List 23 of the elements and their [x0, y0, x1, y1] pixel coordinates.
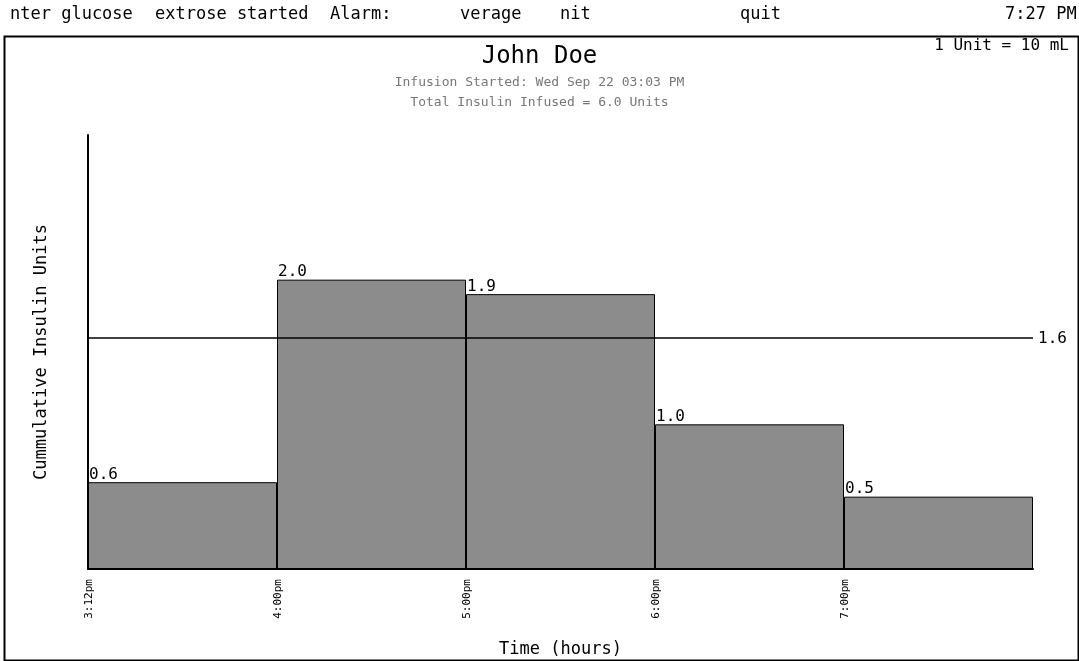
text: verage	[460, 2, 522, 23]
text: nter glucose	[10, 2, 133, 23]
x-tick-label: 3:12pm	[81, 578, 95, 619]
chart-subtitle: Infusion Started: Wed Sep 22 03:03 PM Total Insulin Infused = 6.0 Units	[394, 73, 685, 109]
x-axis-title: Time (hours)	[499, 637, 622, 658]
y-axis-title: Cummulative Insulin Units	[29, 224, 50, 480]
text: nit	[560, 2, 591, 23]
data-label: 0.5	[845, 478, 874, 498]
x-tick-label: 4:00pm	[270, 578, 284, 619]
x-tick-label: 5:00pm	[459, 578, 473, 619]
text: 1 Unit = 10 mL	[934, 34, 1069, 54]
text: Alarm:	[330, 2, 392, 23]
x-tick-label: 7:00pm	[837, 578, 851, 619]
ref-line-label: 1.6	[1038, 328, 1067, 348]
text: extrose started	[155, 2, 309, 23]
text: 7:27 PM	[1005, 2, 1077, 23]
data-label: 2.0	[278, 261, 307, 281]
data-label: 1.9	[467, 275, 496, 295]
text: quit	[740, 2, 781, 23]
data-label: 0.6	[89, 463, 118, 483]
data-label: 1.0	[656, 405, 685, 425]
x-tick-label: 6:00pm	[648, 578, 662, 619]
chart-title: John Doe	[481, 41, 598, 69]
